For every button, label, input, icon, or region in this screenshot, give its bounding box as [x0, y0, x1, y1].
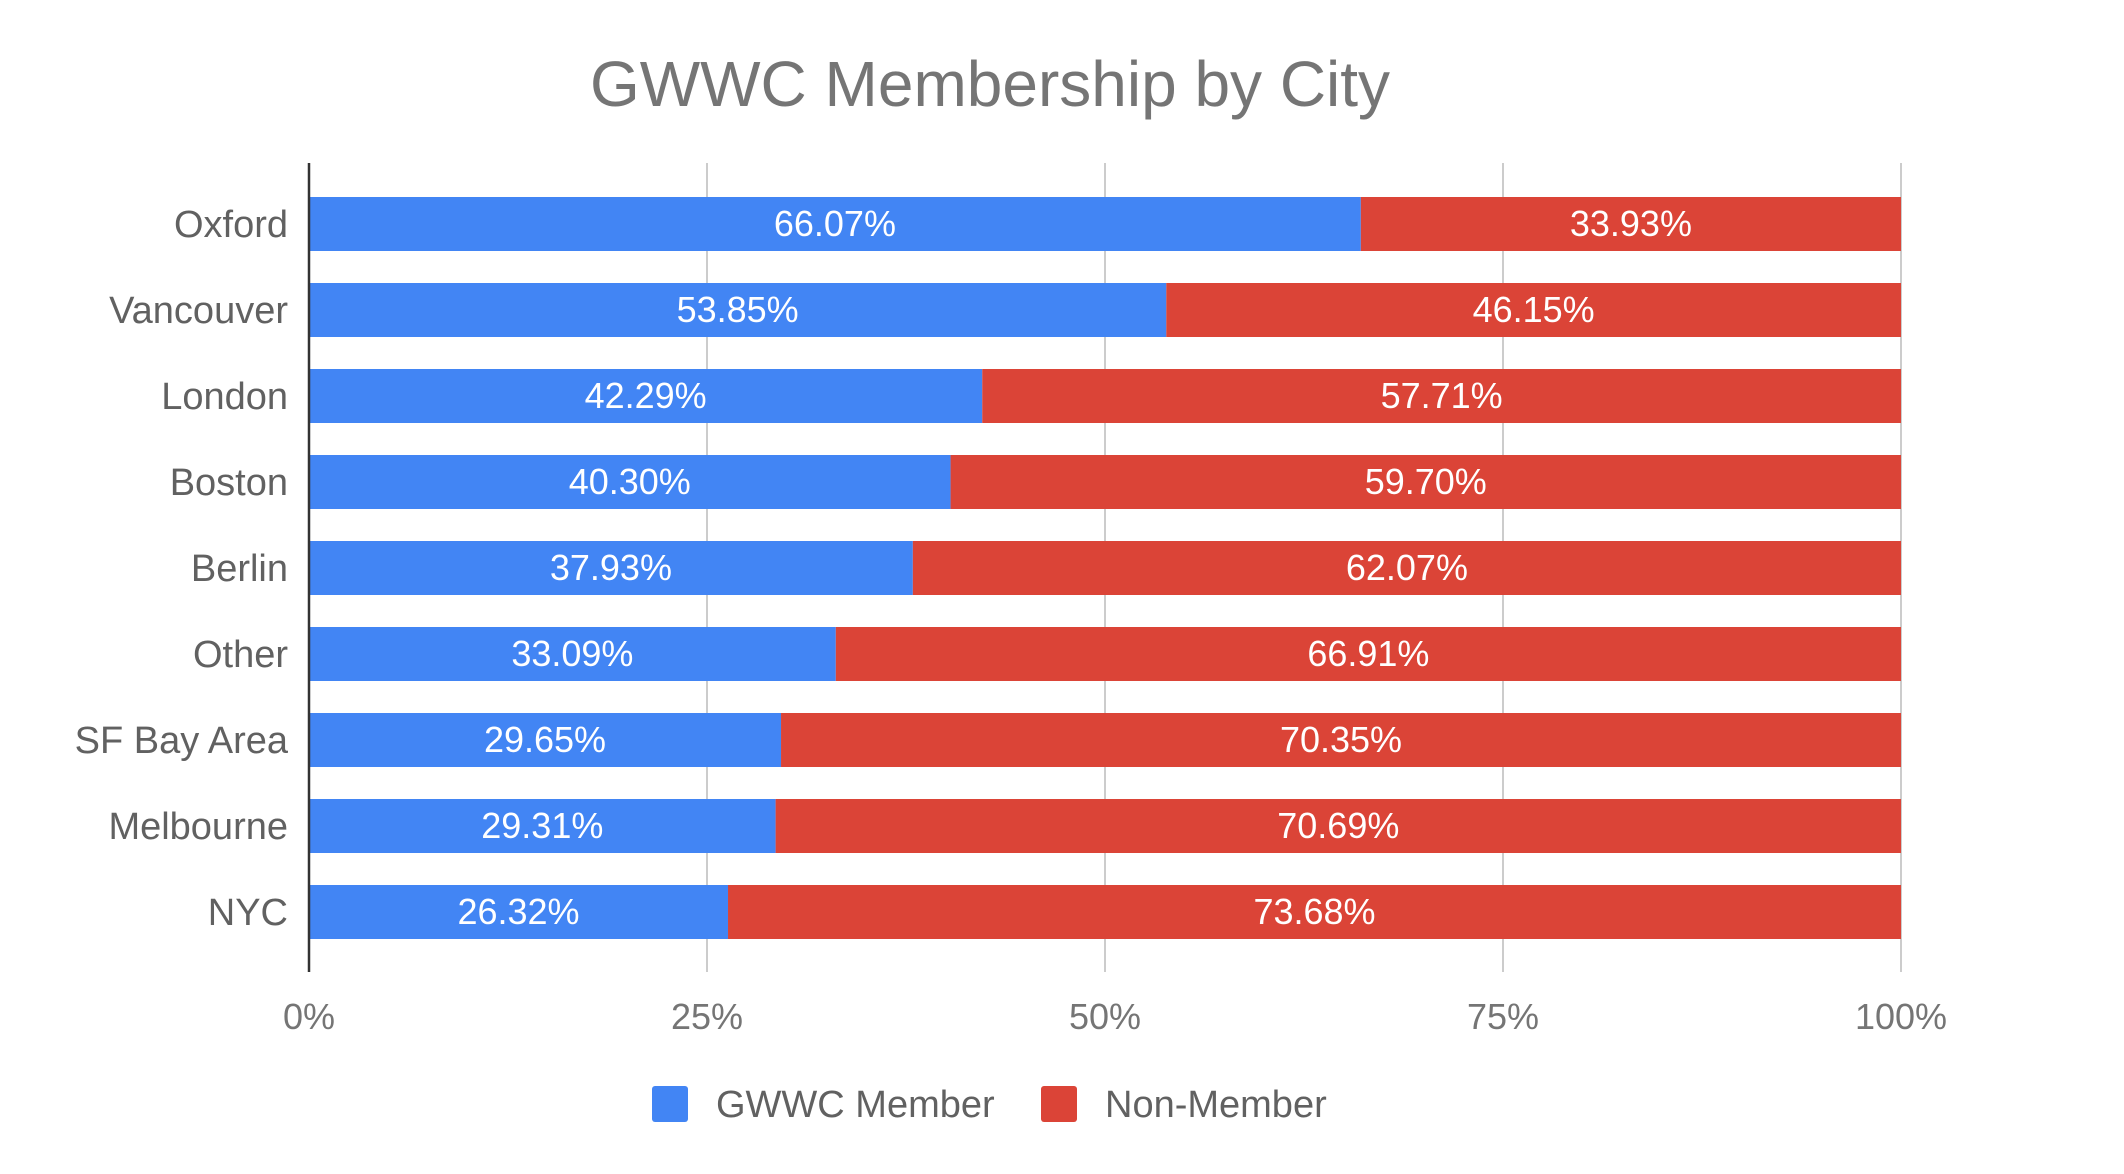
bar-data-label: 59.70%: [1365, 461, 1487, 502]
bar-data-label: 53.85%: [677, 289, 799, 330]
bar-data-label: 29.65%: [484, 719, 606, 760]
bar-data-label: 66.91%: [1307, 633, 1429, 674]
bar-data-label: 46.15%: [1473, 289, 1595, 330]
member-bar: [309, 541, 913, 595]
bar-data-label: 26.32%: [457, 891, 579, 932]
bar-data-label: 40.30%: [569, 461, 691, 502]
bar-data-label: 66.07%: [774, 203, 896, 244]
category-label: Melbourne: [108, 806, 288, 848]
member-bar: [309, 799, 776, 853]
member-bar: [309, 885, 729, 939]
x-tick-label: 50%: [1069, 996, 1141, 1037]
bar-data-label: 62.07%: [1346, 547, 1468, 588]
x-axis-ticks: 0% 25% 50% 75% 100%: [283, 996, 1947, 1037]
category-label: Berlin: [191, 548, 288, 590]
bar-data-label: 73.68%: [1253, 891, 1375, 932]
member-bar: [309, 369, 983, 423]
non-member-bar: [950, 455, 1901, 509]
bar-data-label: 29.31%: [481, 805, 603, 846]
category-label: London: [161, 376, 288, 418]
bar-data-label: 70.35%: [1280, 719, 1402, 760]
bar-data-label: 70.69%: [1277, 805, 1399, 846]
chart-title: GWWC Membership by City: [590, 48, 1390, 120]
category-label: SF Bay Area: [75, 720, 289, 762]
bar-data-label: 33.93%: [1570, 203, 1692, 244]
bar-data-label: 33.09%: [511, 633, 633, 674]
bar-data-label: 57.71%: [1381, 375, 1503, 416]
bar-data-label: 42.29%: [585, 375, 707, 416]
category-label: Oxford: [174, 204, 288, 246]
non-member-bar: [728, 885, 1901, 939]
legend-label: Non-Member: [1105, 1084, 1327, 1126]
non-member-bar: [912, 541, 1901, 595]
bars: 66.07% 33.93% 53.85% 46.15% 42.29% 57.71% 40.3…: [309, 197, 1902, 939]
x-tick-label: 100%: [1855, 996, 1947, 1037]
x-tick-label: 75%: [1467, 996, 1539, 1037]
member-bar: [309, 283, 1167, 337]
non-member-bar: [982, 369, 1901, 423]
non-member-bar: [1166, 283, 1901, 337]
legend-swatch: [1041, 1086, 1077, 1122]
non-member-bar: [1360, 197, 1901, 251]
category-label: NYC: [208, 892, 288, 934]
non-member-bar: [775, 799, 1901, 853]
member-bar: [309, 197, 1361, 251]
non-member-bar: [835, 627, 1902, 681]
legend-label: GWWC Member: [716, 1084, 995, 1126]
legend-swatch: [652, 1086, 688, 1122]
x-tick-label: 25%: [671, 996, 743, 1037]
bar-data-label: 37.93%: [550, 547, 672, 588]
member-bar: [309, 713, 782, 767]
member-bar: [309, 627, 836, 681]
x-tick-label: 0%: [283, 996, 335, 1037]
category-label: Boston: [170, 462, 288, 504]
category-label: Vancouver: [109, 290, 288, 332]
non-member-bar: [781, 713, 1901, 767]
category-label: Other: [193, 634, 288, 676]
member-bar: [309, 455, 951, 509]
category-labels: Oxford Vancouver London Boston Berlin Other SF…: [75, 204, 289, 934]
legend: GWWC Member Non-Member: [652, 1084, 1327, 1126]
